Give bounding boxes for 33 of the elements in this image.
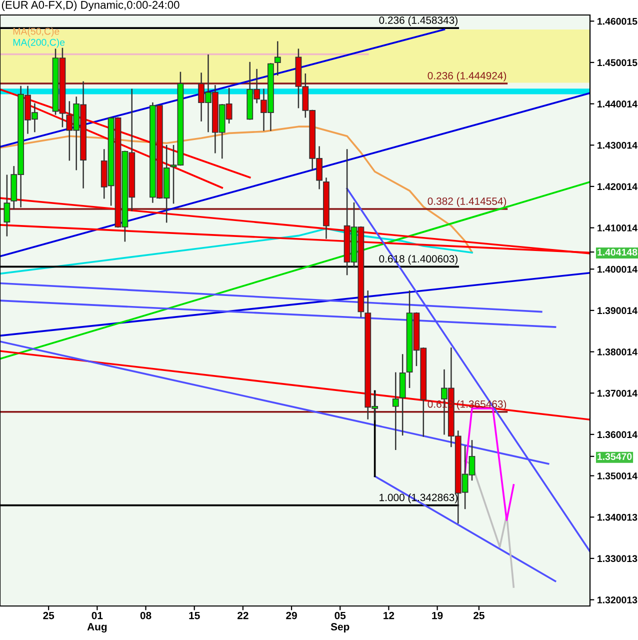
y-tick-label: 1.440014 — [598, 100, 638, 108]
x-tick-label: 05 Sep — [330, 612, 350, 632]
y-tick-label: 1.380014 — [598, 348, 638, 356]
x-tick-label: 01 Aug — [87, 612, 107, 633]
y-tick-label: 1.450015 — [598, 59, 638, 66]
y-tick-label: 1.430014 — [598, 142, 638, 149]
text: MA(50,C)e — [13, 28, 60, 37]
x-tick-label: 25 — [43, 612, 54, 620]
series-label: 0.236 (1.444924) — [428, 72, 506, 82]
y-tick-label: 1.420014 — [598, 183, 638, 190]
y-tick-label: 1.390014 — [598, 307, 638, 314]
x-tick-label: 29 — [286, 612, 297, 620]
y-tick-label: 1.400014 — [598, 266, 638, 273]
y-tick-label: 1.330013 — [598, 555, 638, 562]
y-tick-label: 1.410014 — [598, 224, 638, 232]
x-tick-label: 25 — [474, 612, 484, 620]
x-tick-label: 12 — [384, 612, 394, 620]
x-tick-label: 22 — [238, 612, 248, 620]
x-tick-label: 08 — [140, 612, 152, 620]
y-tick-label: 1.340013 — [598, 514, 638, 521]
series-label: 0.382 (1.414554) — [428, 197, 506, 207]
y-tick-label: 1.404148 — [598, 248, 638, 256]
chart-title: (EUR A0-FX,D) Dynamic,0:00-24:00 — [2, 0, 180, 11]
series-label: 0.236 (1.458343) — [379, 16, 458, 26]
y-tick-label: 1.370014 — [598, 390, 638, 397]
x-tick-label: 15 — [189, 612, 200, 620]
text: MA(200,C)e — [13, 38, 65, 48]
y-tick-label: 1.35470 — [598, 453, 632, 460]
y-tick-label: 1.350014 — [598, 472, 638, 480]
y-tick-label: 1.320013 — [598, 596, 638, 604]
y-tick-label: 1.360014 — [598, 431, 638, 438]
y-tick-label: 1.460015 — [598, 18, 638, 25]
x-tick-label: 19 — [432, 612, 443, 620]
